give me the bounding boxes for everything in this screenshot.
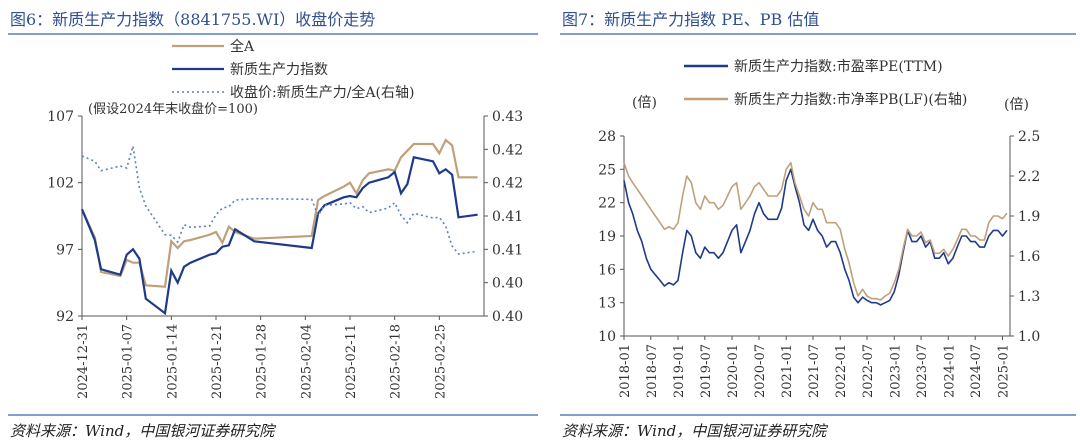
base-note: (假设2024年末收盘价=100) <box>88 101 258 117</box>
y-right-tick-label: 0.42 <box>492 176 523 192</box>
x-tick-label: 2025-01-21 <box>210 324 225 399</box>
legend-pe-label: 新质生产力指数:市盈率PE(TTM) <box>734 58 943 75</box>
y-left-unit-label: (倍) <box>632 95 657 111</box>
closing-price-line-chart: 107 102 97 92 0.43 0.42 0.42 0.41 0.41 0.40 0.40 20… <box>47 38 523 399</box>
y-right-unit-label: (倍) <box>1004 97 1029 113</box>
x-tick-label: 2023-07 <box>915 344 930 398</box>
y-left-tick-label: 10 <box>598 329 616 345</box>
y-right-tick-label: 2.5 <box>1018 129 1040 145</box>
title-divider <box>560 33 1076 35</box>
x-tick-label: 2024-12-31 <box>76 324 91 399</box>
y-right-tick-label: 1.3 <box>1018 289 1040 305</box>
y-left-tick-label: 25 <box>598 162 616 178</box>
x-tick-label: 2025-01-14 <box>165 324 180 399</box>
legend-all-a-label: 全A <box>230 38 255 55</box>
y-left-tick-label: 13 <box>598 296 616 312</box>
x-tick-label: 2020-07 <box>753 344 768 398</box>
x-tick-label: 2021-01 <box>780 344 795 398</box>
figure-6-title: 图6：新质生产力指数（8841755.WI）收盘价走势 <box>10 10 376 29</box>
source-note: 资料来源：Wind，中国银河证券研究院 <box>10 422 275 440</box>
right-panel: 图7：新质生产力指数 PE、PB 估值 28 25 22 19 16 13 10 2.5 2.2… <box>552 0 1080 447</box>
x-tick-label: 2025-01-28 <box>255 324 270 399</box>
source-divider <box>8 414 538 416</box>
source-divider <box>560 414 1076 416</box>
y-left-tick-label: 19 <box>598 229 616 245</box>
y-left-tick-label: 22 <box>598 196 616 212</box>
y-right-tick-label: 0.41 <box>492 209 523 225</box>
y-right-tick-label: 0.40 <box>492 309 523 325</box>
x-tick-label: 2025-02-25 <box>433 324 448 399</box>
legend-ratio-label: 收盘价:新质生产力/全A(右轴) <box>230 84 414 101</box>
y-right-tick-label: 1.6 <box>1018 249 1040 265</box>
left-panel: 图6：新质生产力指数（8841755.WI）收盘价走势 107 102 97 92 0.… <box>8 10 538 440</box>
y-left-tick-label: 28 <box>598 129 616 145</box>
valuation-line-chart: 28 25 22 19 16 13 10 2.5 2.2 1.9 1.6 1.3 1.0 2018-01 2… <box>598 58 1040 398</box>
x-tick-label: 2025-02-04 <box>299 324 314 399</box>
x-tick-label: 2019-07 <box>699 344 714 398</box>
x-tick-label: 2018-01 <box>618 344 633 398</box>
y-right-tick-label: 1.0 <box>1018 329 1040 345</box>
y-left-tick-label: 102 <box>47 176 74 192</box>
legend-index-label: 新质生产力指数 <box>230 62 328 78</box>
figure-7-title: 图7：新质生产力指数 PE、PB 估值 <box>562 10 820 29</box>
y-right-tick-label: 0.43 <box>492 109 523 125</box>
x-tick-label: 2022-07 <box>861 344 876 398</box>
title-divider <box>8 33 538 35</box>
y-left-tick-label: 16 <box>598 262 616 278</box>
y-right-tick-label: 2.2 <box>1018 169 1040 185</box>
series-pe-line <box>623 168 1008 306</box>
x-tick-label: 2021-07 <box>807 344 822 398</box>
source-note: 资料来源：Wind，中国银河证券研究院 <box>562 422 827 440</box>
x-tick-label: 2020-01 <box>726 344 741 398</box>
x-tick-label: 2024-07 <box>969 344 984 398</box>
x-tick-label: 2025-01-07 <box>121 324 136 399</box>
x-tick-label: 2025-02-11 <box>344 324 359 399</box>
x-tick-label: 2022-01 <box>834 344 849 398</box>
y-left-tick-label: 92 <box>56 309 74 325</box>
x-tick-label: 2025-02-18 <box>389 324 404 399</box>
legend-pb-label: 新质生产力指数:市净率PB(LF)(右轴) <box>734 91 967 108</box>
y-left-tick-label: 107 <box>47 109 74 125</box>
y-right-tick-label: 0.40 <box>492 276 523 292</box>
y-right-tick-label: 1.9 <box>1018 209 1040 225</box>
series-pb-line <box>623 161 1008 301</box>
x-tick-label: 2018-07 <box>645 344 660 398</box>
y-left-tick-label: 97 <box>56 242 74 258</box>
y-right-tick-label: 0.42 <box>492 142 523 158</box>
x-tick-label: 2019-01 <box>672 344 687 398</box>
series-ratio-line <box>81 145 478 255</box>
y-right-tick-label: 0.41 <box>492 242 523 258</box>
x-tick-label: 2023-01 <box>888 344 903 398</box>
x-tick-label: 2025-01 <box>996 344 1011 398</box>
x-tick-label: 2024-01 <box>942 344 957 398</box>
series-index-line <box>80 156 478 316</box>
